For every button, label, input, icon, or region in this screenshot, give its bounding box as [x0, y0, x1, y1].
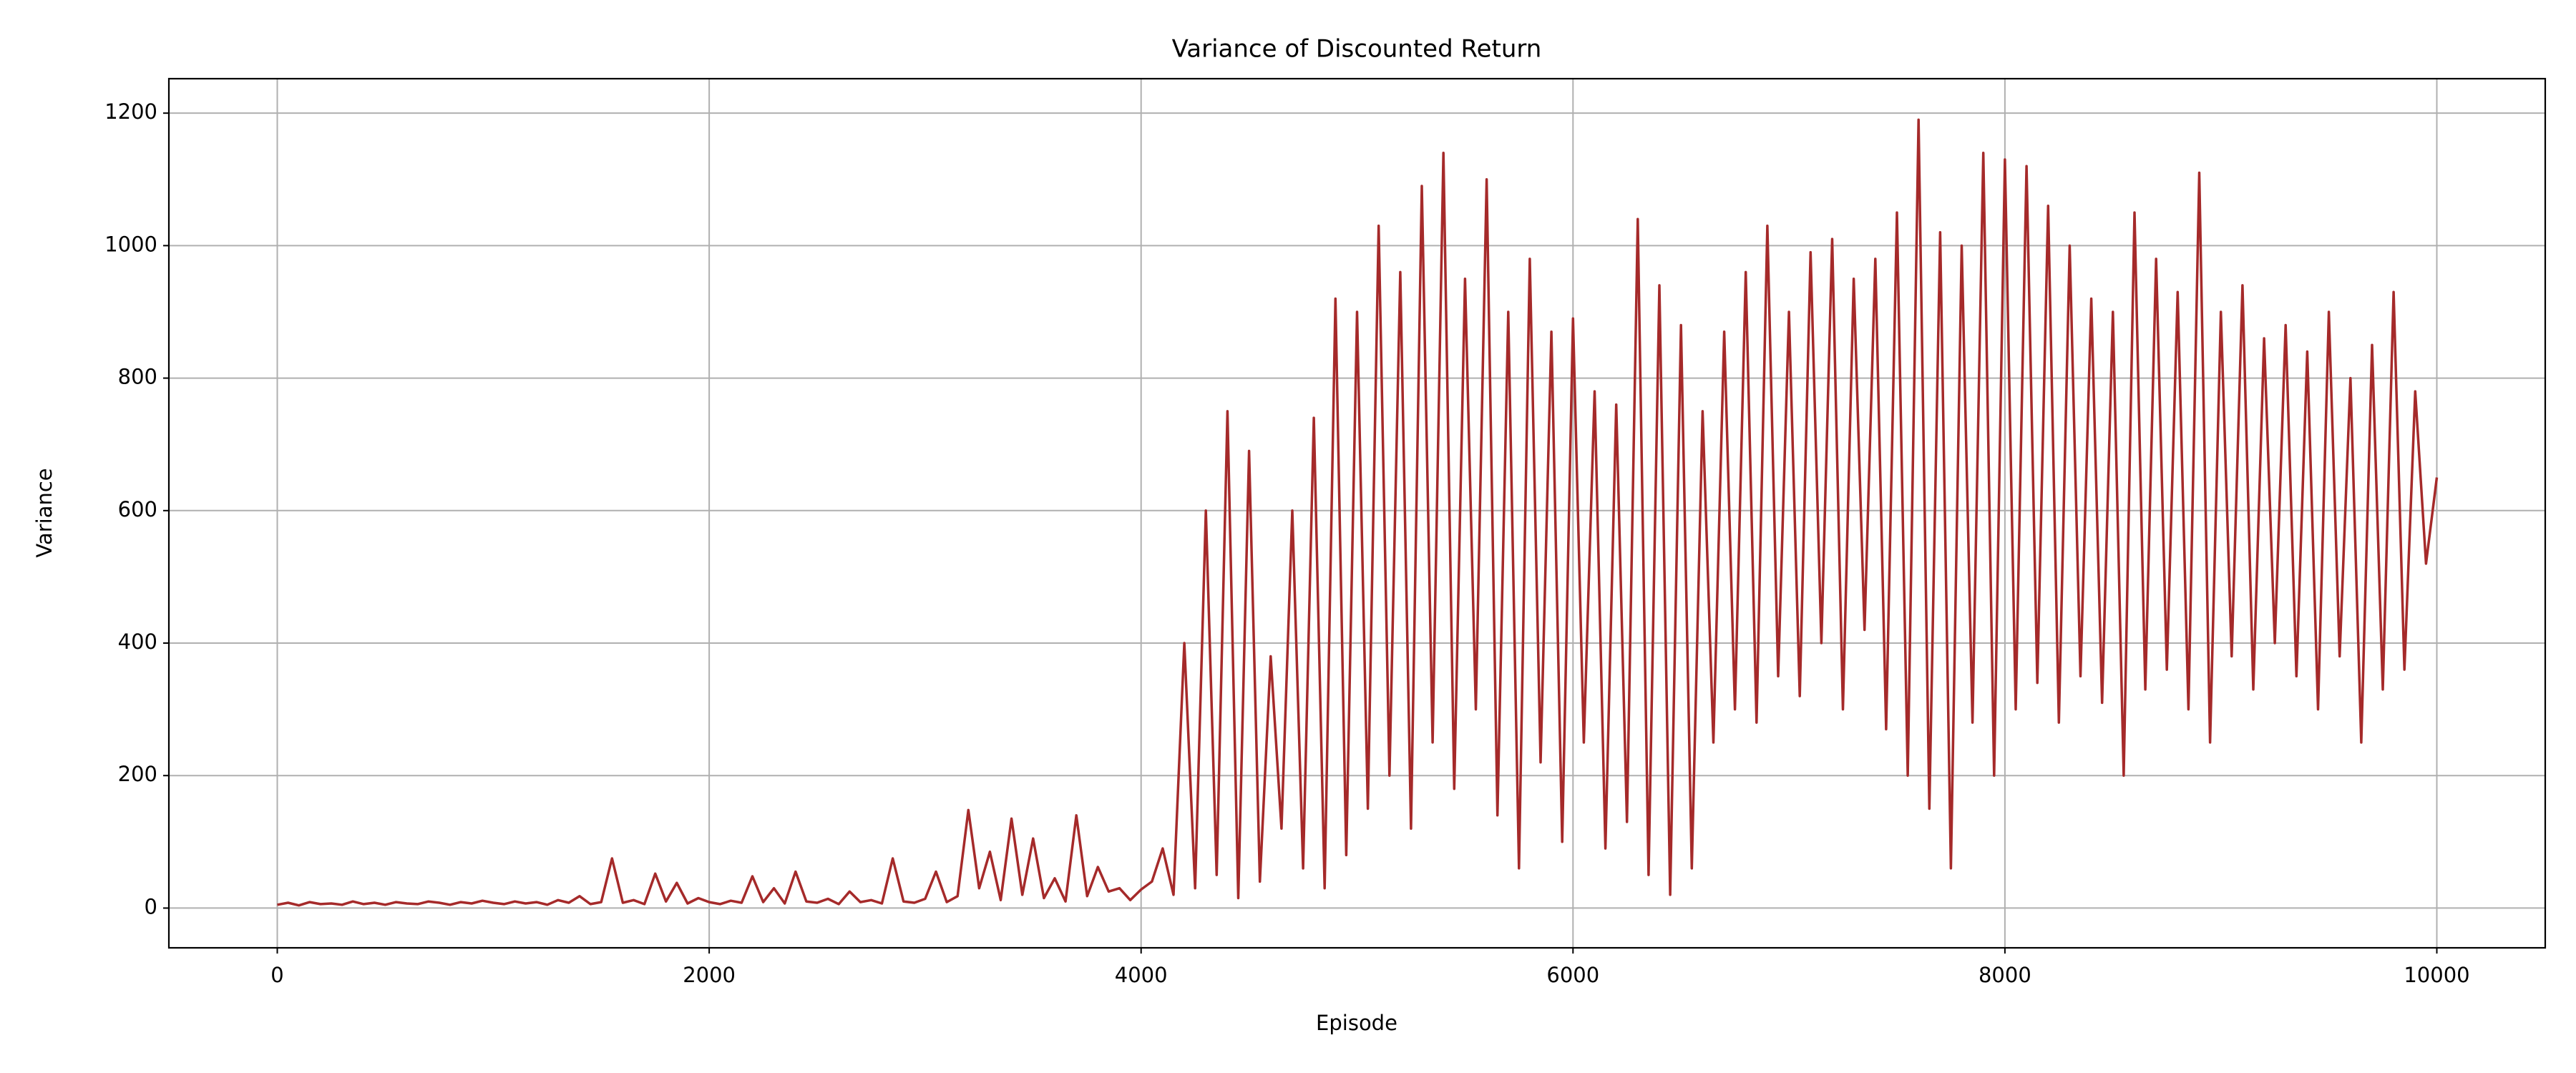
y-tick-label: 1200	[104, 99, 157, 124]
x-axis-label: Episode	[1316, 1011, 1397, 1035]
x-tick-label: 2000	[683, 963, 736, 987]
y-tick-label: 200	[118, 762, 157, 786]
chart-title: Variance of Discounted Return	[1172, 35, 1542, 64]
y-tick-label: 400	[118, 629, 157, 654]
plot-frame	[167, 77, 2547, 949]
y-tick-label: 0	[145, 894, 157, 918]
x-tick-label: 4000	[1115, 963, 1168, 987]
y-tick-label: 600	[118, 497, 157, 521]
x-tick-label: 10000	[2404, 963, 2469, 987]
y-axis-label: Variance	[32, 468, 57, 557]
x-tick-label: 6000	[1546, 963, 1599, 987]
y-tick-label: 800	[118, 365, 157, 389]
data-line	[277, 118, 2439, 907]
y-tick-label: 1000	[104, 232, 157, 256]
x-tick-label: 0	[270, 963, 283, 987]
x-tick-label: 8000	[1979, 963, 2031, 987]
